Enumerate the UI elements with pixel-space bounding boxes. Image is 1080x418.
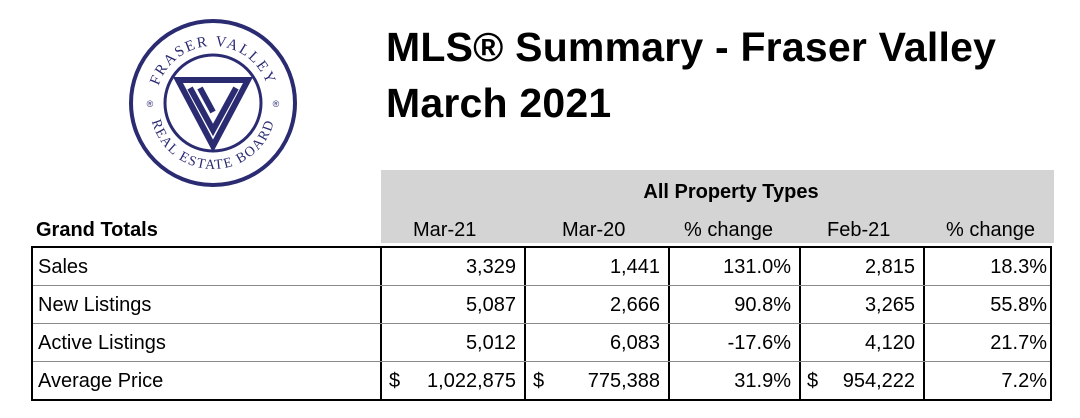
cell-change1: 131.0% bbox=[723, 256, 791, 278]
column-header-feb21: Feb-21 bbox=[827, 219, 891, 241]
cell-mar21: 1,022,875 bbox=[427, 370, 516, 392]
currency-symbol: $ bbox=[807, 370, 819, 392]
cell-change1: 90.8% bbox=[734, 294, 791, 316]
cell-mar20: 6,083 bbox=[609, 332, 660, 354]
cell-mar20: 775,388 bbox=[587, 370, 660, 392]
group-header: All Property Types bbox=[643, 181, 819, 203]
row-label: Average Price bbox=[38, 370, 164, 392]
cell-feb21: 4,120 bbox=[864, 332, 915, 354]
cell-change2: 18.3% bbox=[990, 256, 1047, 278]
table-row: Active Listings 5,012 6,083 -17.6% 4,120… bbox=[33, 324, 1050, 362]
cell-mar21: 5,087 bbox=[465, 294, 516, 316]
page-subtitle-date: March 2021 bbox=[386, 80, 612, 126]
cell-feb21: 2,815 bbox=[864, 256, 915, 278]
row-label: Sales bbox=[38, 256, 89, 278]
row-label: Active Listings bbox=[38, 332, 166, 354]
cell-mar21: 5,012 bbox=[465, 332, 516, 354]
column-header-mar21: Mar-21 bbox=[413, 219, 477, 241]
currency-symbol: $ bbox=[533, 370, 545, 392]
cell-mar21: 3,329 bbox=[465, 256, 516, 278]
data-table: Sales 3,329 1,441 131.0% 2,815 18.3% New… bbox=[31, 246, 1052, 401]
page-title: MLS® Summary - Fraser Valley bbox=[386, 24, 997, 70]
row-label: New Listings bbox=[38, 294, 152, 316]
cell-feb21: 954,222 bbox=[842, 370, 915, 392]
header-band bbox=[381, 170, 1054, 243]
column-header-change2: % change bbox=[946, 219, 1035, 241]
cell-feb21: 3,265 bbox=[864, 294, 915, 316]
row-header: Grand Totals bbox=[36, 219, 158, 241]
table-row: New Listings 5,087 2,666 90.8% 3,265 55.… bbox=[33, 286, 1050, 324]
column-header-mar20: Mar-20 bbox=[562, 219, 626, 241]
column-header-change1: % change bbox=[684, 219, 773, 241]
cell-change1: 31.9% bbox=[734, 370, 791, 392]
svg-text:®: ® bbox=[147, 99, 154, 109]
cell-change2: 55.8% bbox=[990, 294, 1047, 316]
cell-change2: 21.7% bbox=[990, 332, 1047, 354]
svg-text:®: ® bbox=[273, 99, 280, 109]
cell-mar20: 2,666 bbox=[609, 294, 660, 316]
cell-change2: 7.2% bbox=[1001, 370, 1047, 392]
table-row: Average Price $ 1,022,875 $ 775,388 31.9… bbox=[33, 362, 1050, 400]
table-row: Sales 3,329 1,441 131.0% 2,815 18.3% bbox=[33, 248, 1050, 286]
cell-change1: -17.6% bbox=[727, 332, 791, 354]
currency-symbol: $ bbox=[389, 370, 401, 392]
cell-mar20: 1,441 bbox=[609, 256, 660, 278]
fraser-valley-logo: FRASER VALLEY REAL ESTATE BOARD ® ® bbox=[129, 19, 297, 187]
